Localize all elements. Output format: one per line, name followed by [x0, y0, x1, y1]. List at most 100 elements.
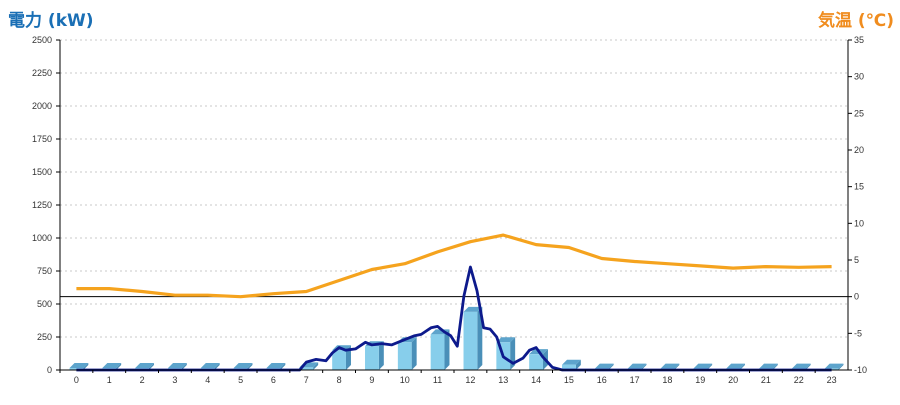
bar-top — [135, 363, 154, 369]
x-tick-label: 20 — [728, 375, 738, 385]
bar-top — [102, 363, 122, 369]
x-tick-label: 15 — [564, 375, 574, 385]
bar — [562, 364, 576, 370]
y-tick-label-left: 2250 — [32, 68, 52, 78]
y-tick-label-left: 1500 — [32, 167, 52, 177]
y-tick-label-right: -10 — [854, 365, 867, 375]
bar-side — [641, 363, 647, 370]
y-tick-label-left: 2500 — [32, 35, 52, 45]
bar — [529, 354, 543, 370]
bar-top — [594, 363, 614, 369]
y-tick-label-left: 1000 — [32, 233, 52, 243]
y-tick-label-left: 750 — [37, 266, 52, 276]
temperature-line — [76, 233, 832, 299]
y-tick-label-right: 35 — [854, 35, 864, 45]
y-tick-label-right: -5 — [854, 328, 862, 338]
x-tick-label: 2 — [140, 375, 145, 385]
x-tick-label: 1 — [107, 375, 112, 385]
bar-top — [168, 363, 187, 369]
x-tick-label: 19 — [695, 375, 705, 385]
y-tick-label-right: 25 — [854, 108, 864, 118]
bar-top — [627, 363, 647, 369]
x-tick-label: 22 — [794, 375, 804, 385]
x-tick-label: 16 — [597, 375, 607, 385]
bar-side — [181, 363, 187, 370]
bar-top — [791, 363, 811, 369]
bar-top — [759, 363, 778, 369]
bar-side — [214, 363, 220, 370]
x-tick-label: 21 — [761, 375, 771, 385]
bar-side — [280, 363, 286, 370]
bar-top — [693, 363, 713, 369]
bar-side — [805, 363, 811, 370]
bar — [299, 367, 314, 370]
x-tick-label: 18 — [662, 375, 672, 385]
y-tick-label-left: 500 — [37, 299, 52, 309]
bar — [332, 350, 346, 370]
bar-side — [148, 363, 154, 370]
y-tick-label-right: 15 — [854, 182, 864, 192]
bar-side — [247, 363, 253, 370]
bar-top — [496, 337, 516, 343]
power-line — [76, 265, 832, 372]
y-axis-right-title: 気温 (℃) — [817, 11, 894, 31]
bar-side — [116, 363, 122, 370]
x-tick-label: 3 — [172, 375, 177, 385]
bar-side — [674, 363, 680, 370]
x-tick-label: 17 — [630, 375, 640, 385]
y-tick-label-left: 2000 — [32, 101, 52, 111]
bar-side — [345, 345, 351, 370]
y-tick-label-right: 10 — [854, 218, 864, 228]
bar-side — [575, 359, 581, 370]
bar-side — [444, 329, 450, 370]
x-tick-label: 4 — [205, 375, 210, 385]
bar-side — [378, 341, 384, 370]
y-tick-label-right: 30 — [854, 72, 864, 82]
y-tick-label-right: 5 — [854, 255, 859, 265]
x-tick-label: 13 — [498, 375, 508, 385]
bar-top — [824, 363, 844, 369]
bar — [430, 334, 445, 370]
y-tick-label-right: 0 — [854, 292, 859, 302]
bar-side — [477, 306, 483, 370]
x-tick-label: 9 — [369, 375, 374, 385]
bar-side — [510, 337, 516, 370]
bar-side — [411, 337, 417, 370]
y-tick-label-left: 250 — [37, 332, 52, 342]
bar-top — [562, 359, 581, 365]
bar-side — [313, 362, 319, 370]
bar-top — [660, 363, 680, 369]
bar-side — [608, 363, 614, 370]
x-tick-label: 12 — [465, 375, 475, 385]
y-tick-label-right: 20 — [854, 145, 864, 155]
bar-top — [463, 306, 483, 312]
bar-top — [726, 363, 745, 369]
bar — [397, 342, 412, 370]
bar-top — [69, 363, 89, 369]
bar-top — [200, 363, 220, 369]
x-tick-label: 23 — [827, 375, 837, 385]
x-tick-label: 5 — [238, 375, 243, 385]
x-tick-label: 10 — [400, 375, 410, 385]
bar — [365, 346, 379, 370]
y-axis-left-title: 電力 (kW) — [8, 11, 94, 31]
bar-side — [707, 363, 713, 370]
bar-side — [772, 363, 778, 370]
x-tick-label: 7 — [304, 375, 309, 385]
y-tick-label-left: 0 — [47, 365, 52, 375]
x-tick-label: 14 — [531, 375, 541, 385]
x-tick-label: 8 — [337, 375, 342, 385]
bar-side — [739, 363, 745, 370]
bar — [463, 311, 478, 370]
x-tick-label: 11 — [433, 375, 442, 385]
y-tick-label-left: 1250 — [32, 200, 52, 210]
x-tick-label: 6 — [271, 375, 276, 385]
x-tick-label: 0 — [74, 375, 79, 385]
bar-top — [233, 363, 253, 369]
bar-top — [266, 363, 286, 369]
y-tick-label-left: 1750 — [32, 134, 52, 144]
bar-side — [83, 363, 89, 370]
bar-side — [838, 363, 844, 370]
